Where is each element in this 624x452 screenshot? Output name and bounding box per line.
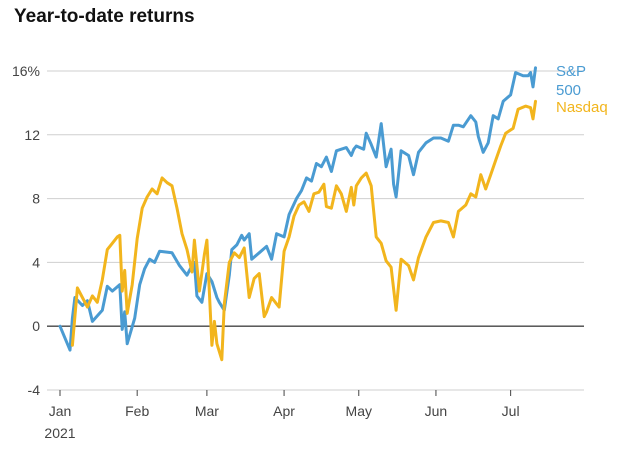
y-tick-label: 4 <box>32 254 40 270</box>
gridlines <box>47 70 584 391</box>
series-lines <box>58 66 537 362</box>
x-tick-sublabel: 2021 <box>44 425 75 441</box>
x-tick-label: Feb <box>125 403 149 419</box>
series-label-sp500: 500 <box>556 82 581 99</box>
y-tick-label: 16% <box>12 63 40 79</box>
series-line-nasdaq <box>70 99 537 362</box>
x-tick-label: Jan <box>49 403 72 419</box>
chart-title: Year-to-date returns <box>14 6 195 27</box>
axes: 16% 12 8 4 0 -4 Jan 2021 Feb Mar Apr May Jun Jul <box>12 63 520 441</box>
x-tick-label: Jul <box>502 403 520 419</box>
y-tick-label: 8 <box>32 191 40 207</box>
series-line-sp500 <box>58 66 537 352</box>
x-tick-label: Mar <box>195 403 219 419</box>
x-tick-label: Apr <box>273 403 295 419</box>
series-label-sp500: S&P <box>556 63 586 80</box>
x-tick-label: Jun <box>425 403 448 419</box>
y-tick-label: 12 <box>24 127 40 143</box>
y-tick-label: -4 <box>28 382 41 398</box>
x-tick-label: May <box>346 403 372 419</box>
series-label-nasdaq: Nasdaq <box>556 99 608 116</box>
y-tick-label: 0 <box>32 318 40 334</box>
